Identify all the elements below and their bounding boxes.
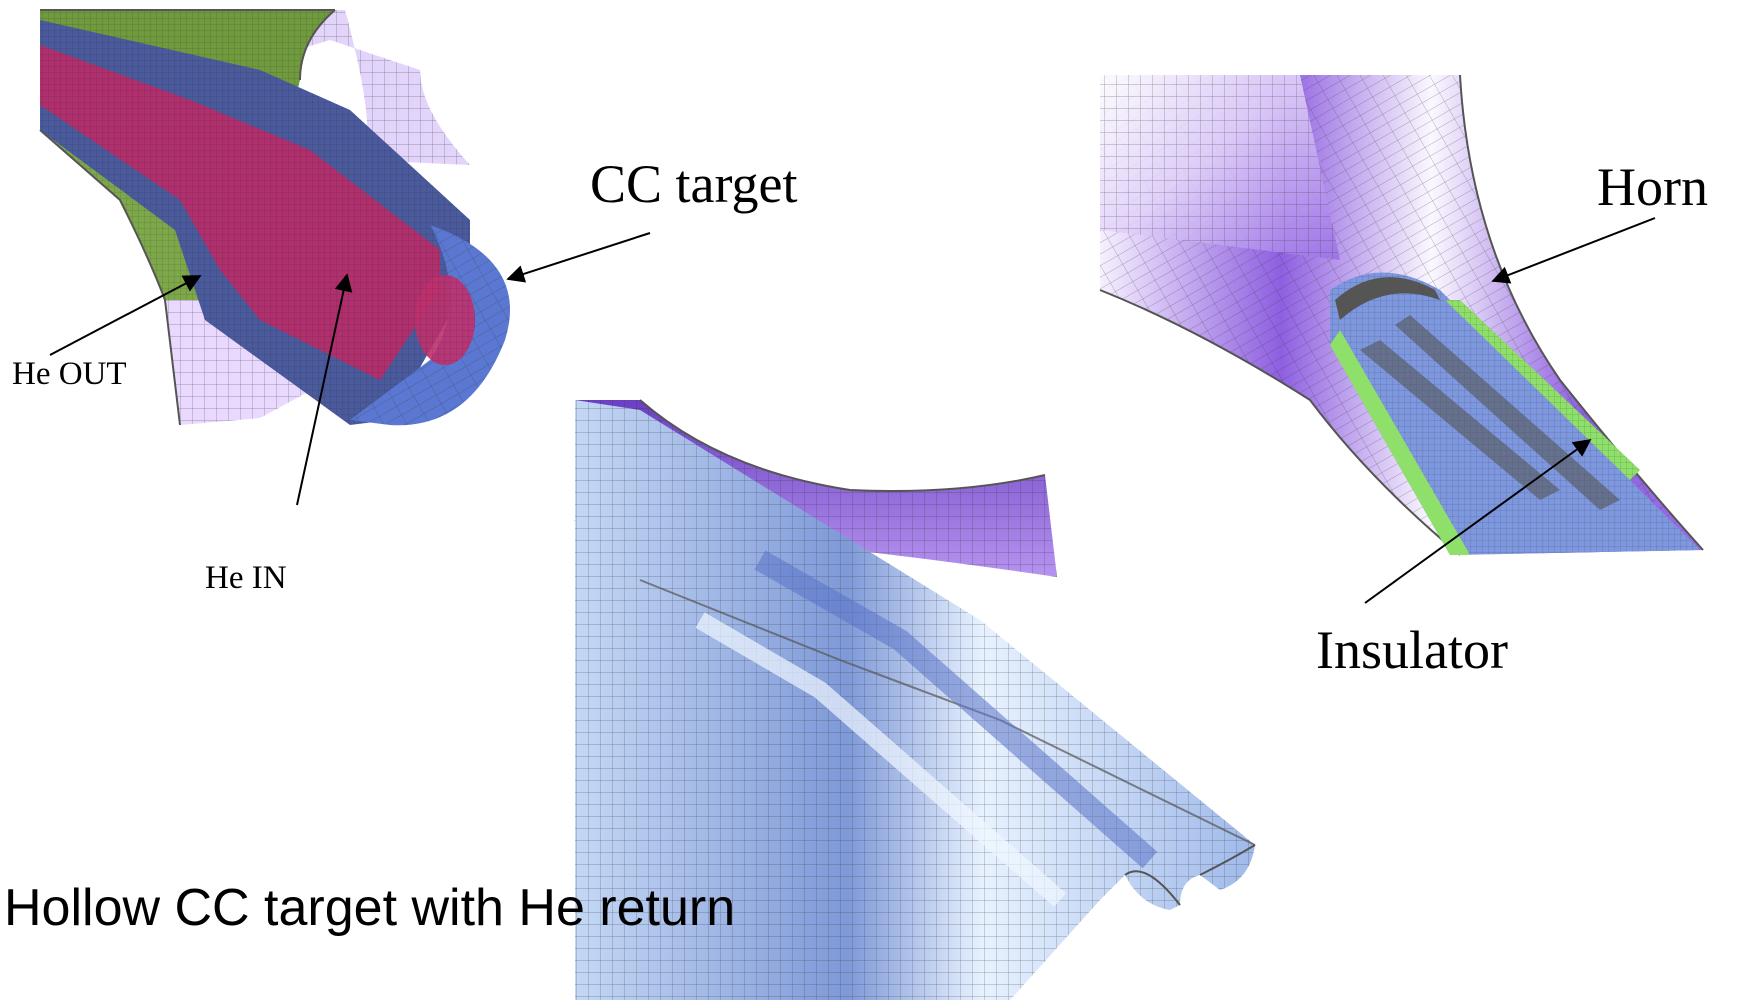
- arrow-insulator: [1364, 438, 1592, 604]
- label-cc-target: CC target: [590, 154, 797, 214]
- hollow-target-model: [574, 399, 1256, 1000]
- cc-target-model: [39, 9, 510, 426]
- label-horn: Horn: [1597, 157, 1708, 217]
- horn-model: [1099, 74, 1704, 556]
- arrow-he-in: [296, 273, 353, 506]
- arrow-he-out: [49, 275, 202, 356]
- arrow-cc-target: [506, 232, 651, 283]
- label-he-in: He IN: [205, 560, 287, 596]
- label-he-out: He OUT: [12, 356, 127, 392]
- caption: Hollow CC target with He return: [4, 879, 735, 937]
- arrow-horn: [1491, 217, 1656, 284]
- label-insulator: Insulator: [1316, 620, 1508, 680]
